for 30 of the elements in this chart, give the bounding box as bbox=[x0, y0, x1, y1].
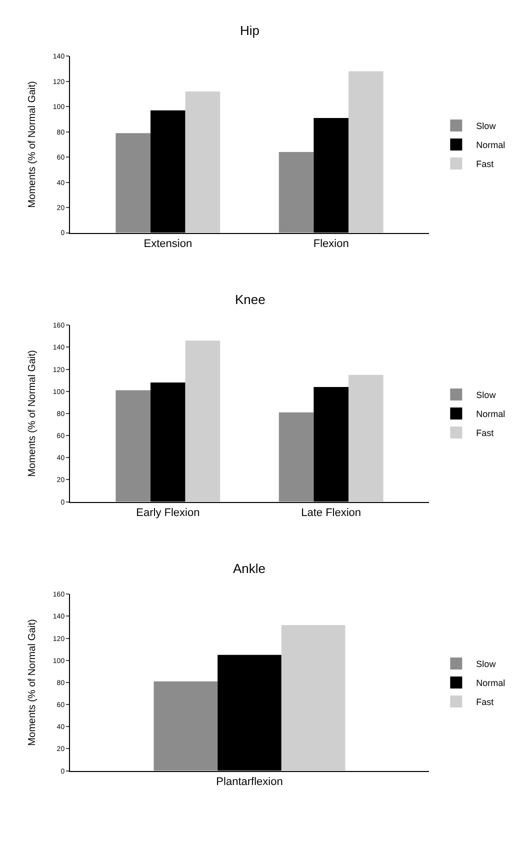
bar bbox=[154, 681, 218, 771]
x-tick-label: Early Flexion bbox=[136, 507, 200, 519]
x-tick-label: Plantarflexion bbox=[216, 776, 283, 788]
legend-label: Fast bbox=[476, 158, 494, 169]
y-axis-title: Moments (% of Normal Gait) bbox=[26, 81, 38, 208]
y-axis-title: Moments (% of Normal Gait) bbox=[26, 619, 38, 746]
chart-title: Hip bbox=[240, 23, 260, 38]
bar bbox=[278, 152, 314, 233]
bar bbox=[348, 71, 384, 233]
legend-label: Slow bbox=[476, 120, 496, 131]
bar bbox=[281, 625, 346, 771]
legend-label: Fast bbox=[476, 696, 494, 707]
bar bbox=[185, 91, 220, 233]
bar bbox=[116, 133, 150, 233]
legend-label: Normal bbox=[476, 140, 506, 150]
bar bbox=[116, 390, 150, 502]
legend-label: Slow bbox=[476, 390, 496, 400]
legend-label: Normal bbox=[476, 408, 506, 419]
x-tick-label: Extension bbox=[144, 238, 192, 250]
x-tick-label: Flexion bbox=[313, 238, 349, 250]
chart-title: Ankle bbox=[233, 561, 266, 576]
y-axis-title: Moments (% of Normal Gait) bbox=[26, 350, 38, 477]
bar bbox=[348, 374, 384, 502]
chart-title: Knee bbox=[235, 292, 266, 307]
legend-label: Fast bbox=[476, 428, 494, 438]
bar bbox=[278, 412, 314, 502]
x-tick-label: Late Flexion bbox=[301, 507, 362, 519]
bar bbox=[185, 340, 220, 502]
legend-label: Normal bbox=[476, 678, 506, 688]
legend-label: Slow bbox=[476, 658, 496, 669]
